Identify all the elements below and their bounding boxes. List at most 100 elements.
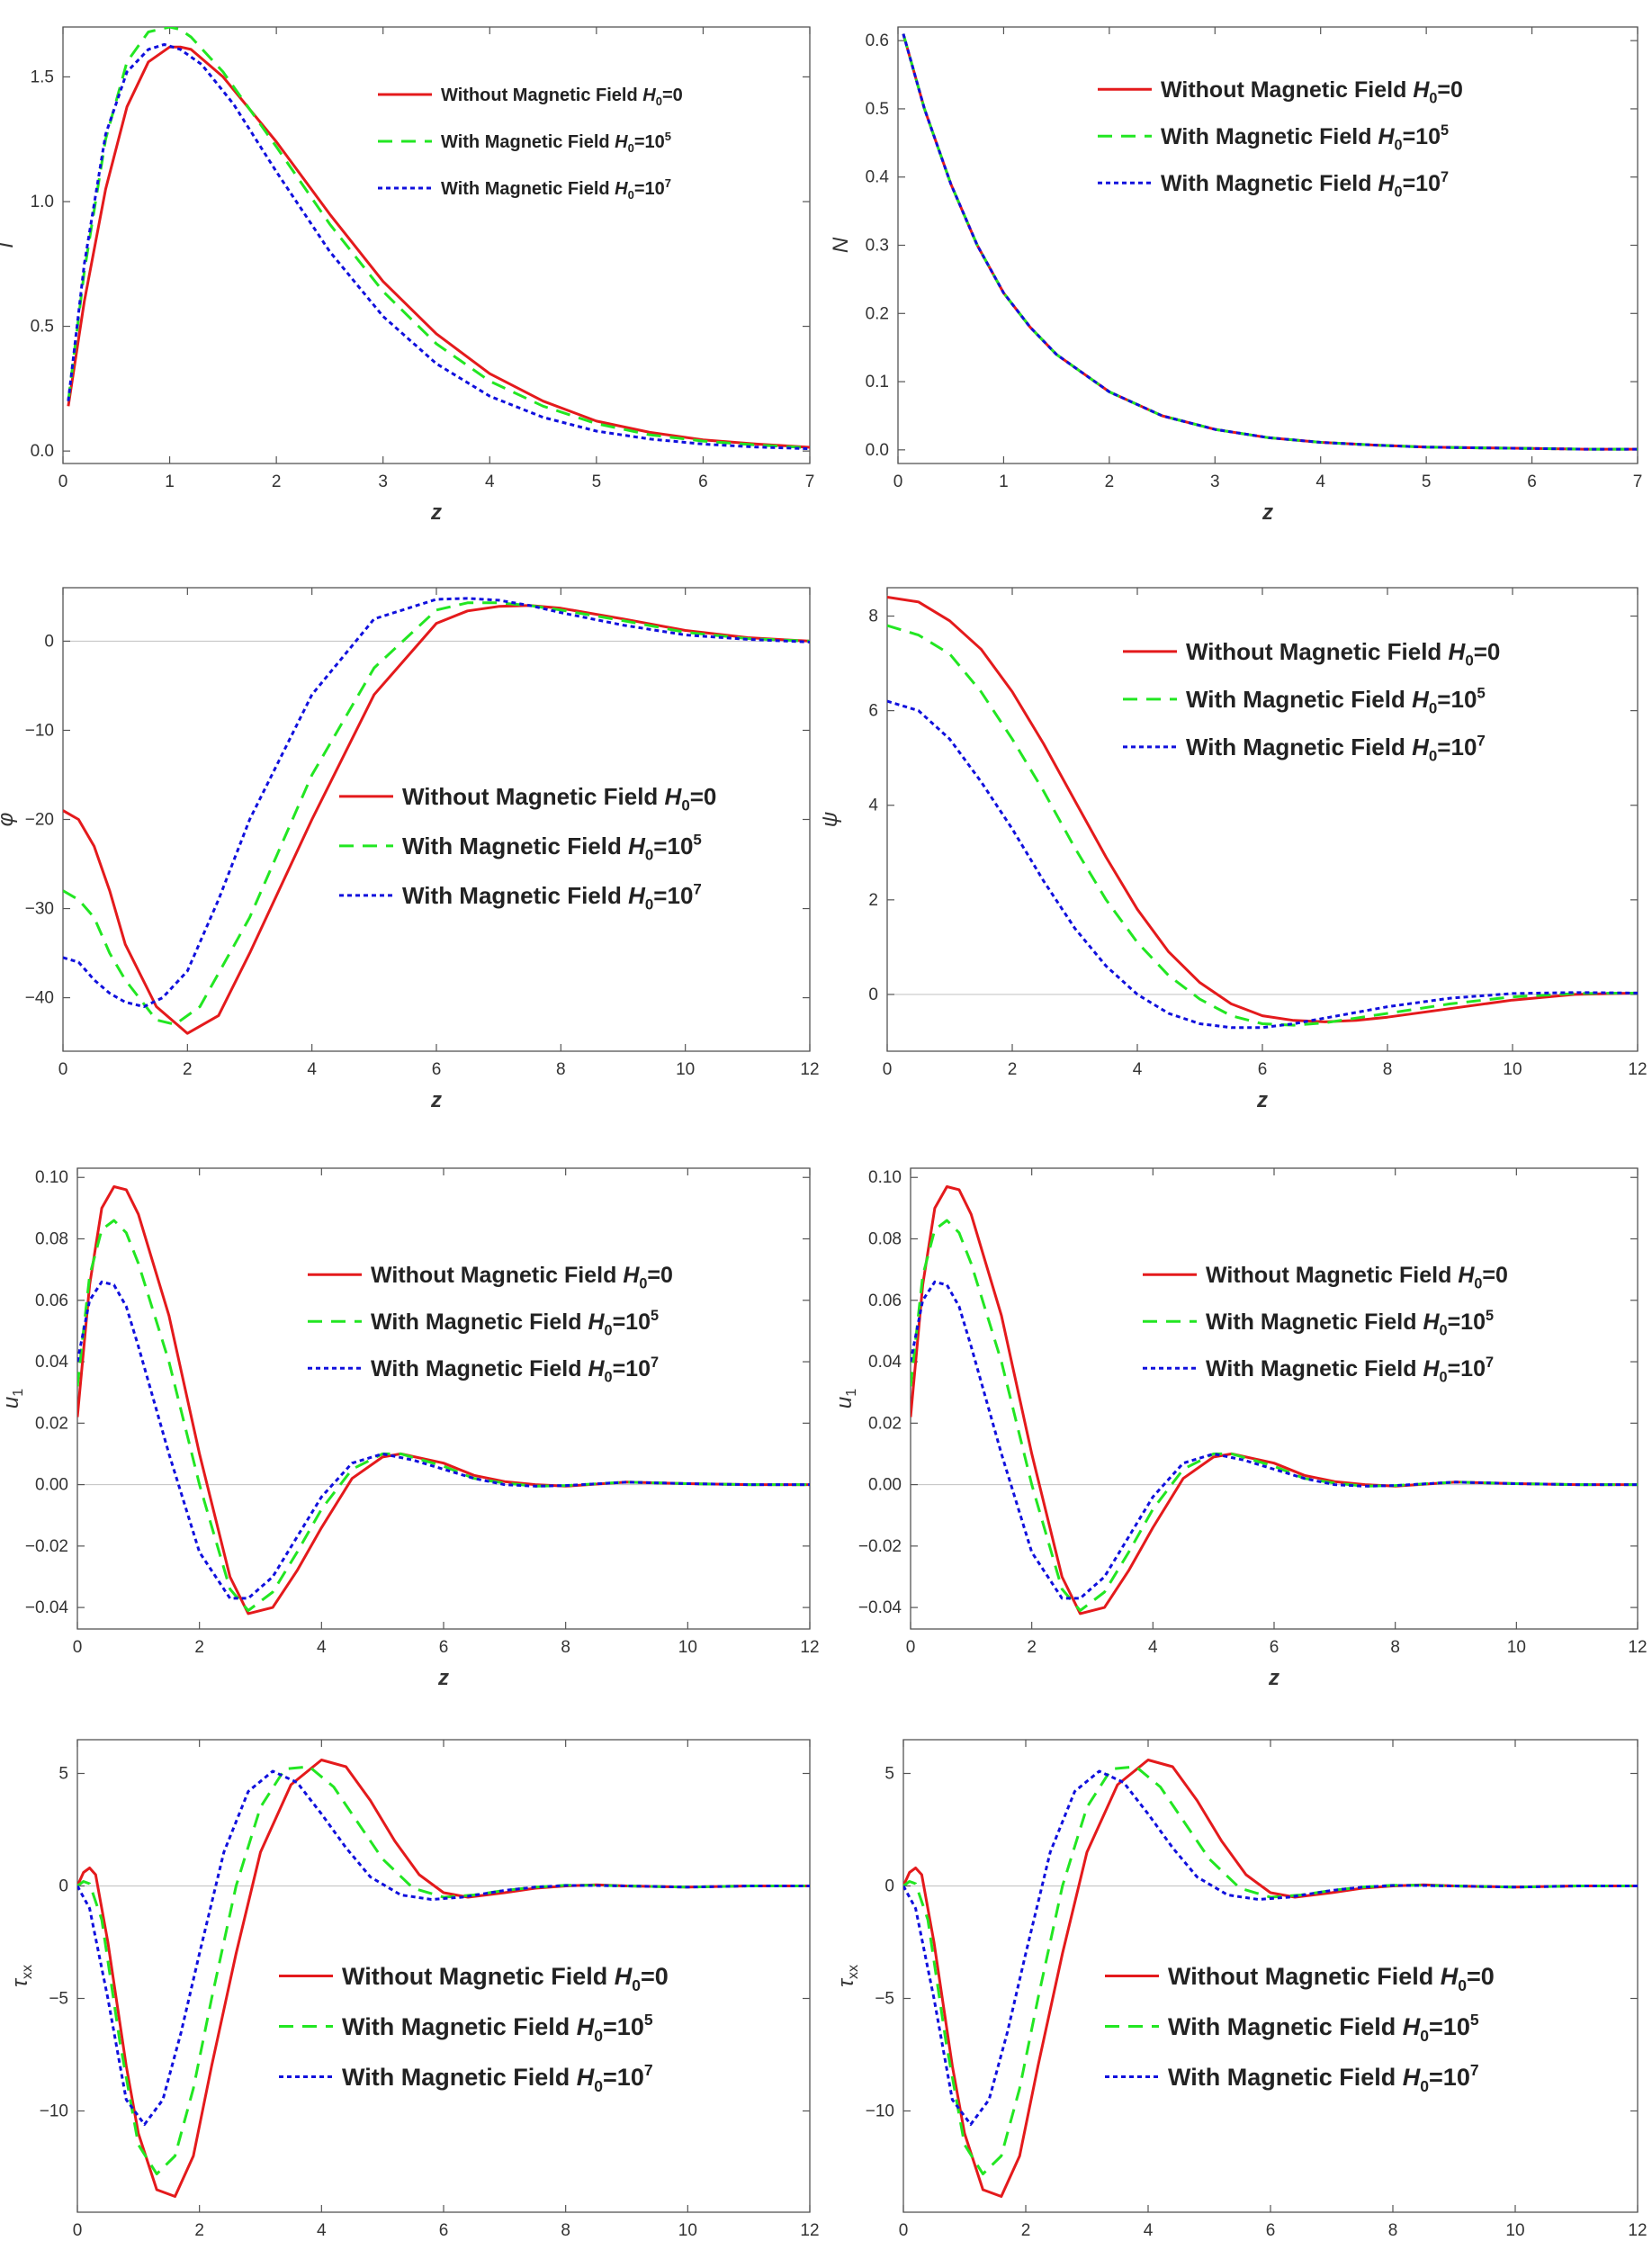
y-tick-label: 0.4 (866, 168, 890, 187)
legend-text: With Magnetic Field (1168, 2013, 1403, 2040)
legend-text: Without Magnetic Field (1168, 1963, 1441, 1990)
legend-entry-h0: Without Magnetic Field H0=0 (342, 1963, 669, 1994)
x-tick-label: 8 (1390, 1638, 1400, 1657)
legend-superscript: 7 (693, 881, 701, 898)
series-line-h0 (67, 45, 810, 449)
legend-text: Without Magnetic Field (402, 783, 665, 810)
legend-entry-h7: With Magnetic Field H0=107 (371, 1354, 659, 1385)
legend-equals: =10 (1429, 2013, 1470, 2040)
series-line-h7 (67, 42, 810, 451)
y-tick-label: 0.3 (866, 237, 889, 256)
legend-superscript: 7 (1470, 2061, 1479, 2079)
x-tick-label: 0 (906, 1638, 916, 1657)
legend-equals: =10 (653, 882, 693, 909)
y-tick-label: 0 (58, 1877, 68, 1896)
legend-symbol: H (1378, 124, 1395, 149)
legend-entry-h0: Without Magnetic Field H0=0 (371, 1263, 673, 1292)
legend-symbol: H (1423, 1356, 1440, 1382)
x-tick-label: 8 (1388, 2221, 1398, 2240)
x-tick-label: 5 (592, 472, 602, 491)
y-tick-label: 0 (884, 1877, 894, 1896)
legend-superscript: 7 (1441, 169, 1449, 185)
y-tick-label: 0.06 (35, 1292, 68, 1310)
x-tick-label: 2 (1027, 1638, 1037, 1657)
x-tick-label: 2 (194, 1638, 204, 1657)
x-tick-label: 6 (1527, 472, 1537, 491)
legend-text: With Magnetic Field (1161, 124, 1378, 149)
legend-text: With Magnetic Field (1168, 2064, 1403, 2091)
legend-equals: =0 (690, 783, 717, 810)
y-tick-label: 5 (884, 1765, 894, 1784)
legend-subscript: 0 (594, 2077, 603, 2095)
legend-superscript: 5 (1470, 2011, 1479, 2029)
legend-text: Without Magnetic Field (371, 1263, 623, 1288)
legend-text: With Magnetic Field (1161, 171, 1378, 196)
x-tick-label: 2 (1008, 1060, 1018, 1079)
legend-entry-h5: With Magnetic Field H0=105 (1186, 685, 1486, 717)
y-axis-label-main: τ (8, 1977, 32, 1987)
legend-entry-h0: Without Magnetic Field H0=0 (1161, 77, 1463, 106)
legend-equals: =10 (603, 2013, 644, 2040)
legend-symbol: H (1423, 1310, 1440, 1335)
legend-superscript: 5 (1486, 1308, 1494, 1324)
legend-symbol: H (1378, 171, 1395, 196)
series-line-h7 (903, 1769, 1638, 2126)
legend-superscript: 5 (1477, 685, 1485, 702)
legend-subscript: 0 (1429, 90, 1437, 106)
x-tick-label: 4 (1148, 1638, 1158, 1657)
y-tick-label: 8 (868, 608, 878, 626)
y-axis-label: τxx (8, 1965, 35, 1987)
y-tick-label: 0.00 (868, 1476, 902, 1495)
series-line-h7 (902, 33, 1638, 451)
legend-equals: =10 (613, 1356, 651, 1382)
legend-subscript: 0 (645, 896, 653, 914)
plot-frame (62, 587, 811, 1052)
y-tick-label: 0.08 (35, 1230, 68, 1249)
legend-equals: =0 (647, 1263, 673, 1288)
legend-entry-h5: With Magnetic Field H0=105 (402, 832, 702, 864)
legend-equals: =10 (634, 179, 665, 199)
y-tick-label: −0.02 (858, 1537, 902, 1556)
legend-symbol: H (623, 1263, 640, 1288)
legend-subscript: 0 (1440, 1322, 1448, 1338)
legend-subscript: 0 (656, 94, 662, 108)
legend-text: Without Magnetic Field (441, 86, 642, 105)
legend-symbol: H (1449, 638, 1467, 665)
y-axis-label: φ (0, 813, 18, 827)
legend-equals: =10 (1429, 2064, 1470, 2091)
x-tick-label: 4 (1144, 2221, 1154, 2240)
series-line-h7 (63, 597, 810, 1008)
legend-superscript: 7 (665, 176, 671, 190)
legend-entry-h0: Without Magnetic Field H0=0 (441, 86, 683, 108)
y-tick-label: −0.02 (25, 1537, 68, 1556)
series-line-h7 (77, 1280, 810, 1600)
x-tick-label: 6 (1270, 1638, 1279, 1657)
legend-text: Without Magnetic Field (342, 1963, 615, 1990)
legend-symbol: H (615, 132, 628, 152)
y-tick-label: −10 (25, 721, 54, 740)
legend-subscript: 0 (628, 141, 634, 155)
legend-subscript: 0 (594, 2027, 603, 2045)
x-tick-label: 4 (317, 1638, 327, 1657)
x-tick-label: 12 (800, 1638, 819, 1657)
y-tick-label: 0.02 (35, 1414, 68, 1433)
legend-symbol: H (1458, 1263, 1475, 1288)
legend-equals: =10 (1437, 686, 1477, 713)
legend-text: With Magnetic Field (342, 2064, 577, 2091)
legend-entry-h0: Without Magnetic Field H0=0 (402, 783, 716, 814)
y-tick-label: 0.5 (866, 100, 889, 119)
legend-subscript: 0 (628, 188, 634, 202)
legend-equals: =0 (1437, 77, 1463, 103)
legend-equals: =0 (641, 1963, 669, 1990)
legend-subscript: 0 (639, 1275, 647, 1292)
legend-superscript: 5 (1441, 122, 1449, 139)
y-tick-label: 5 (58, 1765, 68, 1784)
chart-panel-6: 0 2 4 6 8 10 120.100.080.060.040.020.00−0.02−0… (832, 1167, 1648, 1690)
legend-entry-h0: Without Magnetic Field H0=0 (1206, 1263, 1508, 1292)
legend-text: With Magnetic Field (371, 1310, 588, 1335)
x-tick-label: 2 (194, 2221, 204, 2240)
series-line-h0 (63, 604, 810, 1035)
x-tick-label: 2 (272, 472, 282, 491)
legend-text: With Magnetic Field (1206, 1356, 1423, 1382)
